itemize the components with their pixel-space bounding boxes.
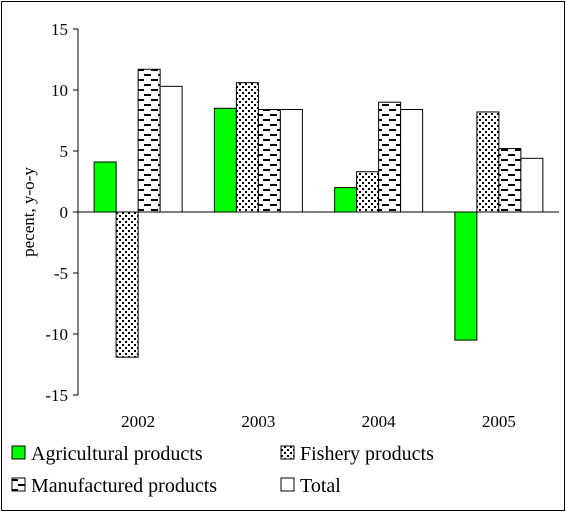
legend-swatch-fishery-products (280, 445, 295, 460)
bar-manufactured-products-2004 (378, 101, 402, 213)
y-tick-label: -5 (54, 264, 68, 283)
bar-total-2003 (279, 109, 303, 213)
x-tick-label: 2003 (241, 412, 275, 431)
y-tick-label: -10 (45, 325, 68, 344)
bar-manufactured-products-2003 (257, 109, 281, 213)
x-tick-label: 2004 (362, 412, 397, 431)
y-tick-label: 0 (60, 203, 69, 222)
bar-manufactured-products-2005 (498, 148, 522, 213)
bar-agricultural-products-2005 (454, 211, 478, 341)
legend-swatch-agricultural-products (11, 445, 26, 460)
bar-manufactured-products-2002 (137, 68, 161, 213)
y-tick-label: 15 (51, 20, 68, 39)
legend-label-total: Total (300, 475, 341, 497)
y-axis-label: pecent, y-o-y (19, 167, 38, 257)
legend-label-agricultural-products: Agricultural products (31, 443, 203, 465)
x-tick-label: 2002 (121, 412, 155, 431)
bar-agricultural-products-2002 (93, 161, 117, 213)
bar-agricultural-products-2003 (213, 107, 237, 213)
x-tick-label: 2005 (482, 412, 516, 431)
bar-agricultural-products-2004 (334, 187, 358, 213)
bar-total-2002 (159, 85, 183, 213)
bar-fishery-products-2002 (115, 211, 139, 358)
legend-swatch-total (280, 477, 295, 492)
legend-swatch-manufactured-products (11, 477, 26, 492)
legend-label-manufactured-products: Manufactured products (31, 475, 217, 497)
bar-total-2004 (400, 109, 424, 213)
bar-fishery-products-2003 (235, 82, 259, 213)
legend-label-fishery-products: Fishery products (300, 443, 434, 465)
bar-fishery-products-2005 (476, 111, 500, 213)
y-tick-label: -15 (45, 386, 68, 405)
y-tick-label: 10 (51, 81, 68, 100)
y-tick-label: 5 (60, 142, 69, 161)
bar-total-2005 (520, 157, 544, 213)
bar-fishery-products-2004 (356, 171, 380, 213)
